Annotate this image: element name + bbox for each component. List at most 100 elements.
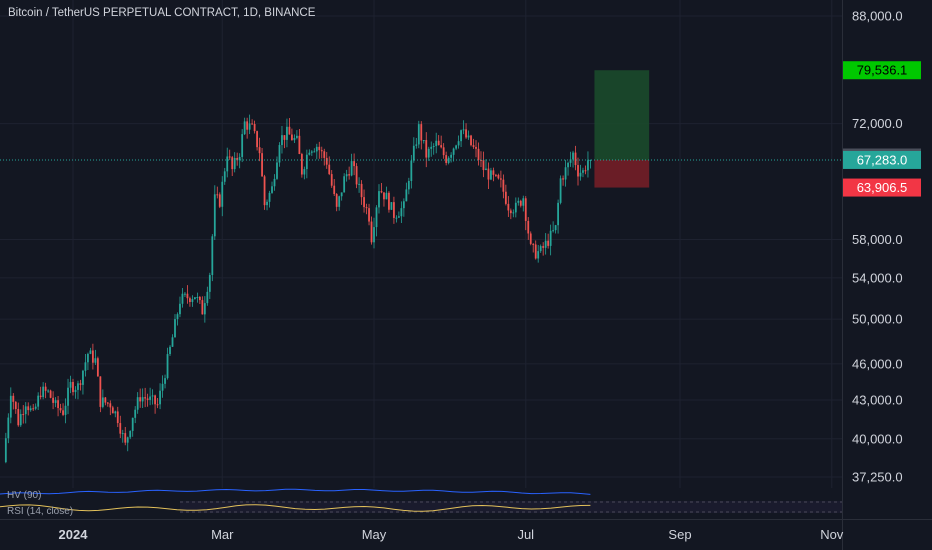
time-axis[interactable]: 2024 Mar May Jul Sep Nov [59,527,844,542]
candle-down [482,159,485,171]
candle-down [189,298,191,302]
candle-up [582,170,584,173]
candle-up [400,208,403,217]
candle-up [129,430,132,438]
candle-up [84,362,87,371]
rsi-indicator-label: RSI (14, close) [7,506,74,517]
candle-up [169,346,171,355]
candle-up [126,437,129,443]
candle-up [402,201,405,209]
x-tick-label: Jul [517,527,534,542]
candle-up [457,141,460,146]
candle-up [544,240,547,248]
candle-down [475,146,477,149]
candle-down [154,395,156,405]
x-tick-label: Nov [820,527,844,542]
candle-down [298,135,301,155]
candle-down [79,383,82,385]
candle-up [435,140,438,147]
stop-loss-zone[interactable] [594,159,650,188]
y-tick-label: 88,000.0 [852,9,903,24]
candle-down [465,129,467,138]
candle-down [231,157,234,170]
profit-zone[interactable] [594,70,650,160]
long-position-zone[interactable] [594,70,650,188]
candle-up [47,390,50,392]
candle-down [333,185,336,195]
price-label-last-bg [843,150,921,169]
candle-up [552,230,555,232]
candle-up [184,293,186,295]
candle-down [425,140,428,158]
rsi-band [180,501,842,513]
candle-up [557,202,560,226]
candle-up [358,183,360,185]
candle-down [509,210,512,214]
candle-down [502,179,505,192]
candle-down [355,166,358,185]
price-axis[interactable]: 88,000.0 72,000.0 58,000.0 54,000.0 50,000.0… [852,9,903,485]
candle-up [305,154,308,170]
candle-down [27,406,30,411]
y-tick-label: 46,000.0 [852,356,903,371]
candle-down [323,151,326,158]
candle-up [34,406,37,409]
candle-up [223,171,226,182]
candle-down [507,203,510,211]
candle-up [397,216,400,218]
candle-down [442,147,445,156]
candle-down [368,208,370,222]
candle-down [201,300,204,315]
candle-up [74,389,77,393]
candle-down [420,124,423,141]
candle-up [539,246,542,252]
candle-down [283,135,286,140]
candle-down [440,145,443,148]
candle-down [198,297,201,301]
candle-down [288,126,291,135]
candle-down [492,170,495,175]
candle-up [485,168,487,171]
candle-down [353,161,356,167]
hv-line [0,488,591,495]
candle-up [407,180,410,190]
candle-down [144,397,147,399]
candle-up [4,438,7,463]
candle-down [291,134,293,141]
candle-up [181,293,184,304]
candle-down [472,145,475,147]
candle-down [524,198,527,221]
candle-down [256,131,258,148]
candle-down [495,174,497,176]
candle-up [238,156,241,161]
candle-up [427,148,430,158]
candle-down [388,192,390,210]
candle-down [487,168,490,180]
candle-down [325,157,328,165]
candle-up [490,170,492,180]
candle-up [208,275,211,292]
candle-up [196,297,199,299]
candle-down [335,194,338,207]
candle-up [206,291,209,304]
candle-up [278,145,281,163]
candle-up [221,181,224,207]
candle-up [42,386,45,398]
candle-up [176,314,179,320]
candle-down [532,243,535,245]
y-tick-label: 43,000.0 [852,393,903,408]
candle-up [203,303,206,315]
candle-down [236,157,239,161]
candle-up [9,395,12,418]
candle-down [320,150,323,152]
candle-down [111,407,114,414]
candle-down [437,140,440,146]
candle-up [390,202,393,210]
candle-up [241,134,244,157]
candle-up [295,135,298,138]
candle-up [522,198,525,206]
candle-down [124,433,127,443]
candle-down [119,423,122,434]
